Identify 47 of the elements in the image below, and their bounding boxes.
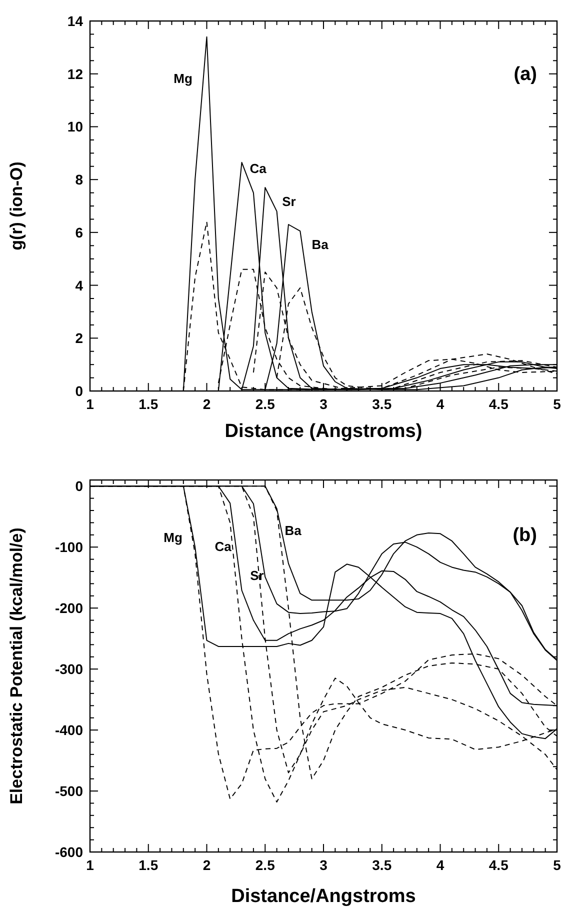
y-tick-label: 0 bbox=[75, 478, 84, 494]
x-tick-label: 4 bbox=[436, 396, 444, 412]
x-tick-label: 2 bbox=[202, 396, 211, 412]
annotation: Mg bbox=[164, 530, 182, 545]
x-tick-label: 1 bbox=[86, 857, 94, 873]
x-tick-label: 2.5 bbox=[255, 857, 276, 873]
y-axis-title: Electrostatic Potential (kcal/mol/e) bbox=[7, 528, 26, 804]
annotation: Ba bbox=[284, 523, 302, 538]
y-tick-label: -200 bbox=[54, 600, 84, 616]
y-tick-label: 10 bbox=[67, 118, 84, 135]
y-tick-label: 8 bbox=[75, 172, 84, 188]
x-tick-label: 2 bbox=[202, 857, 211, 873]
annotation: Sr bbox=[282, 194, 296, 209]
annotation: Mg bbox=[174, 71, 192, 86]
y-axis-title: g(r) (ion-O) bbox=[7, 162, 26, 250]
x-tick-label: 1.5 bbox=[138, 396, 158, 412]
annotation: Ca bbox=[214, 539, 232, 554]
x-tick-label: 4 bbox=[436, 857, 444, 873]
x-tick-label: 1 bbox=[86, 396, 94, 412]
y-tick-label: 14 bbox=[67, 13, 84, 29]
annotation: (b) bbox=[512, 525, 537, 546]
x-tick-label: 3 bbox=[320, 396, 328, 412]
x-axis-title: Distance (Angstroms) bbox=[224, 421, 422, 442]
y-tick-label: 2 bbox=[75, 330, 84, 346]
x-tick-label: 4.5 bbox=[488, 857, 509, 873]
y-tick-label: 12 bbox=[67, 66, 84, 82]
x-tick-label: 2.5 bbox=[255, 396, 276, 412]
annotation: Ba bbox=[312, 237, 330, 252]
x-axis-title: Distance/Angstroms bbox=[231, 886, 416, 907]
x-tick-label: 5 bbox=[553, 857, 562, 873]
y-tick-label: -600 bbox=[54, 844, 84, 860]
annotation: Sr bbox=[250, 568, 264, 583]
x-tick-label: 3 bbox=[320, 857, 328, 873]
x-tick-label: 3.5 bbox=[372, 857, 392, 873]
y-tick-label: -400 bbox=[54, 722, 84, 738]
x-tick-label: 1.5 bbox=[138, 857, 158, 873]
y-tick-label: -300 bbox=[54, 661, 84, 678]
y-tick-label: -500 bbox=[54, 783, 84, 800]
y-tick-label: 0 bbox=[75, 383, 84, 399]
x-tick-label: 4.5 bbox=[488, 396, 509, 412]
x-tick-label: 3.5 bbox=[372, 396, 392, 412]
y-tick-label: 6 bbox=[75, 224, 84, 240]
x-tick-label: 5 bbox=[553, 396, 562, 412]
y-tick-label: -100 bbox=[54, 539, 84, 556]
annotation: (a) bbox=[514, 64, 537, 85]
y-tick-label: 4 bbox=[75, 277, 84, 294]
annotation: Ca bbox=[250, 161, 268, 176]
